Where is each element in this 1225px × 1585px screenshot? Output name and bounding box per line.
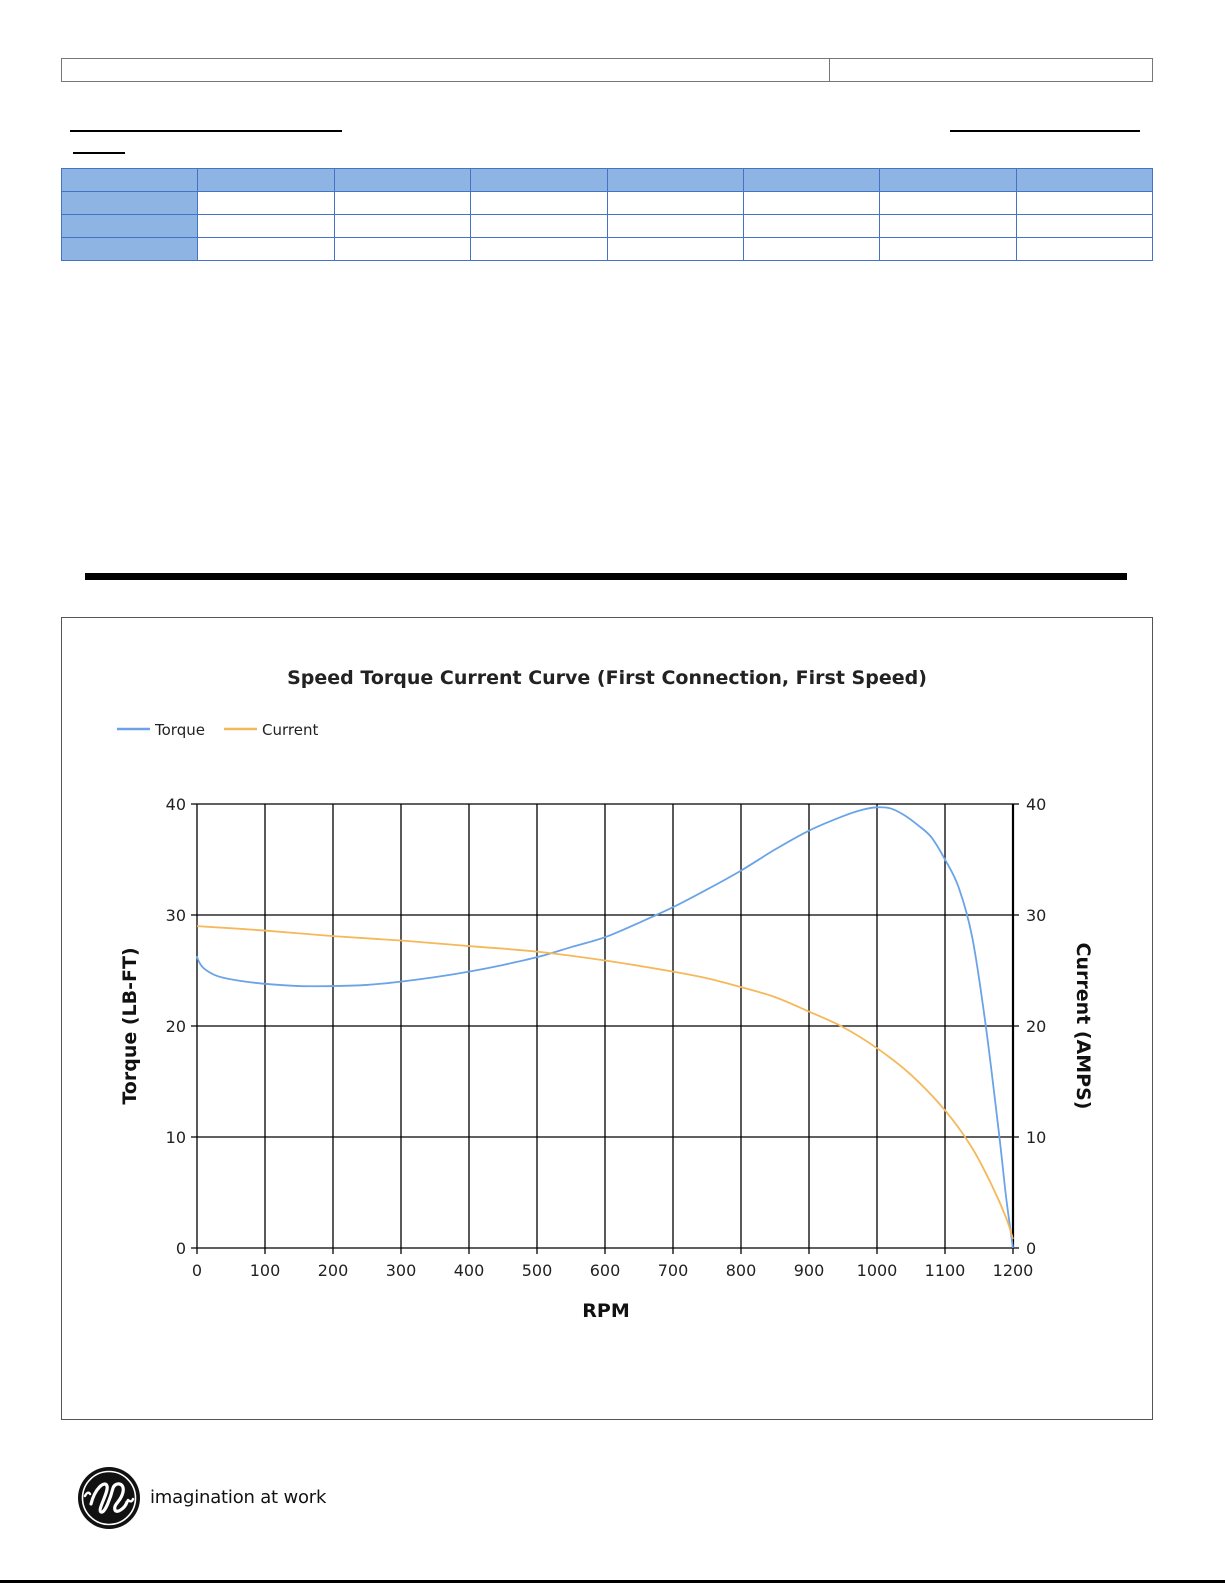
table-cell xyxy=(470,191,608,215)
table-cell xyxy=(333,214,472,238)
table-cell xyxy=(1015,191,1154,215)
series xyxy=(196,806,1014,1249)
series-line-torque xyxy=(196,806,1014,1249)
table-cell xyxy=(1015,237,1154,261)
x-tick-label: 1000 xyxy=(857,1261,898,1280)
x-tick-label: 300 xyxy=(386,1261,417,1280)
y2-tick-label: 20 xyxy=(1026,1017,1046,1036)
x-tick-label: 700 xyxy=(658,1261,689,1280)
header-cell-right xyxy=(830,59,1152,81)
blank-underline-3 xyxy=(950,130,1140,132)
table-header-cell xyxy=(606,168,744,192)
x-tick-label: 0 xyxy=(192,1261,202,1280)
header-cell-left xyxy=(62,59,830,81)
table-header-cell xyxy=(742,168,881,192)
table-cell xyxy=(197,214,335,238)
table-header-cell xyxy=(197,168,335,192)
x-tick-label: 900 xyxy=(794,1261,825,1280)
legend-current-label: Current xyxy=(262,721,318,739)
table-cell xyxy=(879,191,1017,215)
x-axis-label: RPM xyxy=(582,1300,629,1322)
y2-tick-label: 40 xyxy=(1026,795,1046,814)
y-tick-label: 30 xyxy=(166,906,186,925)
table-cell xyxy=(879,214,1017,238)
data-table xyxy=(60,168,1154,261)
table-cell xyxy=(333,237,472,261)
x-tick-label: 200 xyxy=(318,1261,349,1280)
table-cell xyxy=(470,237,608,261)
table-cell xyxy=(606,214,744,238)
section-divider xyxy=(85,573,1127,580)
table-cell xyxy=(470,214,608,238)
header-box xyxy=(61,58,1153,82)
y2-tick-label: 30 xyxy=(1026,906,1046,925)
y2-tick-label: 10 xyxy=(1026,1128,1046,1147)
table-cell xyxy=(197,237,335,261)
y-tick-label: 0 xyxy=(176,1239,186,1258)
x-tick-label: 600 xyxy=(590,1261,621,1280)
chart-frame: Speed Torque Current Curve (First Connec… xyxy=(61,617,1153,1420)
x-tick-label: 1100 xyxy=(925,1261,966,1280)
table-header-cell xyxy=(333,168,472,192)
table-header-row xyxy=(60,168,1154,192)
table-row xyxy=(60,214,1154,238)
table-cell xyxy=(606,191,744,215)
table-cell xyxy=(742,214,881,238)
page-bottom-rule xyxy=(0,1580,1225,1583)
series-line-current xyxy=(196,925,1014,1240)
blank-underline-1 xyxy=(70,130,342,132)
table-cell xyxy=(879,237,1017,261)
table-cell xyxy=(1015,214,1154,238)
x-tick-label: 400 xyxy=(454,1261,485,1280)
y2-tick-label: 0 xyxy=(1026,1239,1036,1258)
legend-torque-label: Torque xyxy=(154,721,205,739)
table-header-cell xyxy=(879,168,1017,192)
table-cell xyxy=(606,237,744,261)
table-cell xyxy=(742,237,881,261)
x-tick-label: 800 xyxy=(726,1261,757,1280)
y-tick-label: 40 xyxy=(166,795,186,814)
table-cell xyxy=(742,191,881,215)
tagline: imagination at work xyxy=(150,1487,327,1508)
x-tick-label: 500 xyxy=(522,1261,553,1280)
legend: Torque Current xyxy=(117,721,318,739)
tick-labels: 0 100 200 300 400 500 600 700 800 900 1000 1100 1200… xyxy=(166,795,1047,1280)
chart-title: Speed Torque Current Curve (First Connec… xyxy=(287,667,927,689)
table-row-header xyxy=(60,191,199,215)
table-cell xyxy=(333,191,472,215)
y2-axis-label: Current (AMPS) xyxy=(1072,943,1094,1110)
grid xyxy=(191,803,1019,1254)
x-tick-label: 1200 xyxy=(993,1261,1034,1280)
table-header-cell xyxy=(60,168,199,192)
table-row-header xyxy=(60,237,199,261)
table-row xyxy=(60,191,1154,215)
table-header-cell xyxy=(470,168,608,192)
table-row-header xyxy=(60,214,199,238)
table-cell xyxy=(197,191,335,215)
table-row xyxy=(60,237,1154,261)
y-axis-label: Torque (LB-FT) xyxy=(119,947,141,1104)
y-tick-label: 20 xyxy=(166,1017,186,1036)
ge-logo-icon xyxy=(78,1467,140,1529)
blank-underline-2 xyxy=(73,152,125,154)
speed-torque-chart: Speed Torque Current Curve (First Connec… xyxy=(117,667,1094,1322)
y-tick-label: 10 xyxy=(166,1128,186,1147)
table-header-cell xyxy=(1015,168,1154,192)
x-tick-label: 100 xyxy=(250,1261,281,1280)
